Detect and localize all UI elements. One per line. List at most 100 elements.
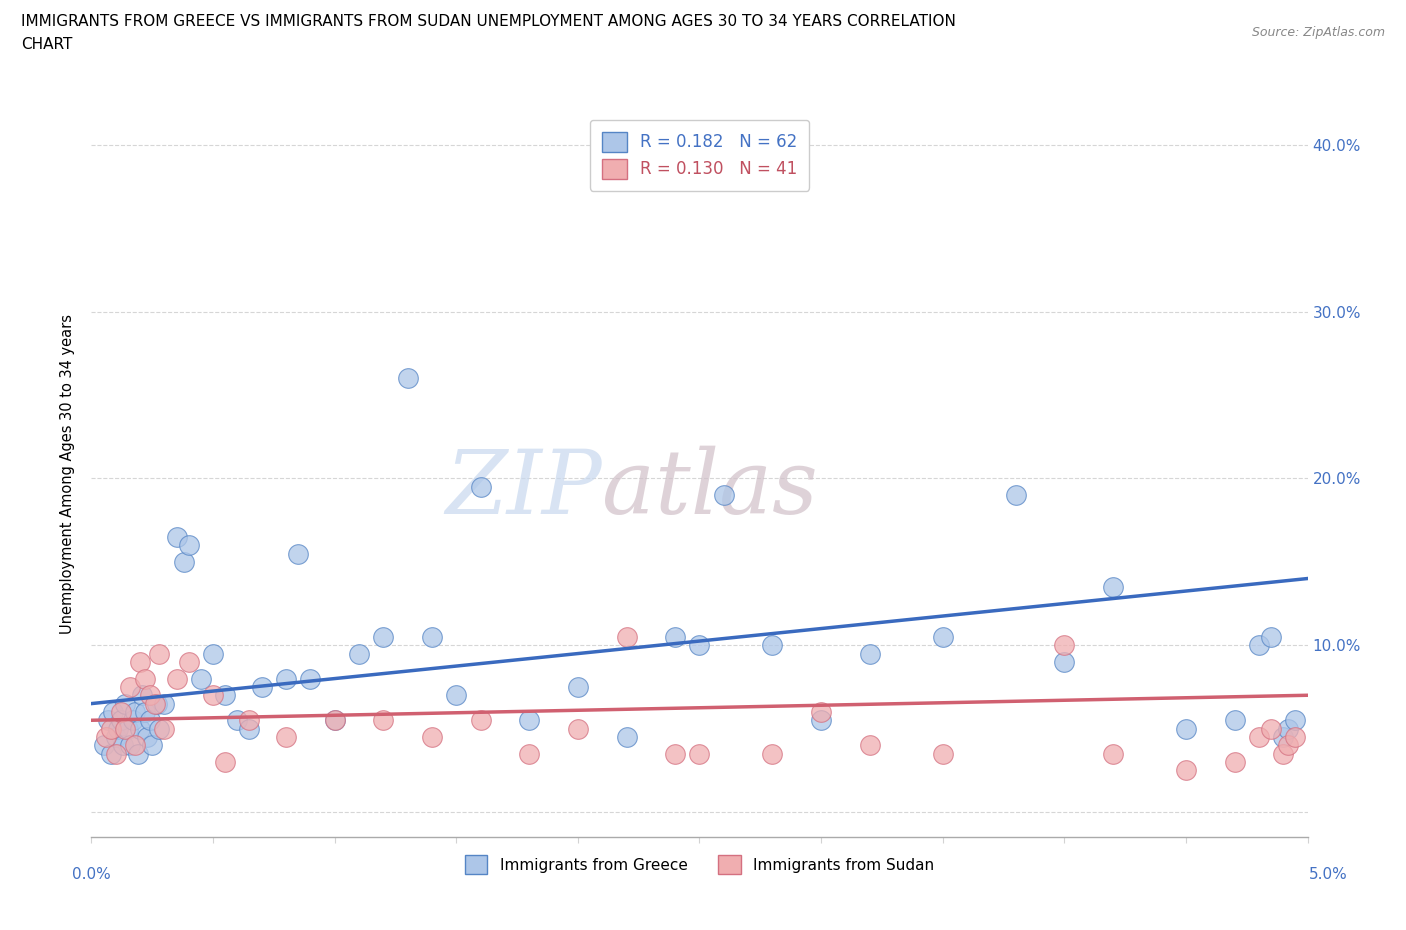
Point [616, 729, 638, 744]
Point [136, 729, 159, 744]
Point [1272, 729, 1295, 744]
Point [93, 737, 115, 752]
Point [274, 671, 297, 686]
Point [111, 737, 134, 752]
Point [104, 729, 127, 744]
Point [688, 638, 710, 653]
Point [238, 712, 260, 727]
Point [1277, 737, 1299, 752]
Point [859, 646, 882, 661]
Point [1260, 630, 1282, 644]
Point [114, 721, 136, 736]
Text: 0.0%: 0.0% [72, 867, 111, 882]
Point [226, 712, 249, 727]
Point [202, 688, 225, 703]
Point [323, 712, 346, 727]
Point [127, 746, 149, 761]
Text: 5.0%: 5.0% [1309, 867, 1348, 882]
Point [761, 638, 783, 653]
Point [1004, 487, 1026, 502]
Point [146, 697, 169, 711]
Point [141, 737, 163, 752]
Point [104, 746, 127, 761]
Point [166, 529, 188, 544]
Point [1277, 721, 1299, 736]
Point [420, 630, 443, 644]
Point [1175, 763, 1198, 777]
Point [1247, 638, 1270, 653]
Point [100, 746, 122, 761]
Point [134, 671, 156, 686]
Point [202, 646, 225, 661]
Point [1102, 579, 1125, 594]
Point [173, 554, 195, 569]
Point [238, 721, 260, 736]
Point [517, 746, 540, 761]
Point [444, 688, 467, 703]
Point [1247, 729, 1270, 744]
Point [250, 680, 273, 695]
Point [287, 546, 309, 561]
Point [148, 646, 170, 661]
Point [688, 746, 710, 761]
Point [347, 646, 370, 661]
Point [396, 371, 419, 386]
Point [761, 746, 783, 761]
Point [616, 630, 638, 644]
Point [134, 705, 156, 720]
Point [120, 737, 142, 752]
Point [153, 721, 176, 736]
Point [190, 671, 212, 686]
Y-axis label: Unemployment Among Ages 30 to 34 years: Unemployment Among Ages 30 to 34 years [60, 314, 76, 634]
Point [121, 712, 143, 727]
Point [1053, 638, 1076, 653]
Point [117, 721, 139, 736]
Point [567, 721, 589, 736]
Legend: Immigrants from Greece, Immigrants from Sudan: Immigrants from Greece, Immigrants from … [458, 849, 941, 880]
Point [120, 680, 142, 695]
Point [859, 737, 882, 752]
Point [664, 746, 686, 761]
Point [129, 721, 152, 736]
Point [664, 630, 686, 644]
Point [124, 737, 146, 752]
Point [274, 729, 297, 744]
Point [166, 671, 188, 686]
Point [139, 688, 162, 703]
Point [931, 630, 953, 644]
Point [931, 746, 953, 761]
Point [1284, 712, 1306, 727]
Point [110, 705, 132, 720]
Point [94, 729, 117, 744]
Point [107, 721, 129, 736]
Point [373, 712, 395, 727]
Point [214, 754, 236, 769]
Point [1102, 746, 1125, 761]
Point [114, 697, 136, 711]
Point [177, 538, 200, 552]
Point [124, 705, 146, 720]
Point [110, 712, 132, 727]
Point [97, 712, 120, 727]
Point [214, 688, 236, 703]
Text: IMMIGRANTS FROM GREECE VS IMMIGRANTS FROM SUDAN UNEMPLOYMENT AMONG AGES 30 TO 34: IMMIGRANTS FROM GREECE VS IMMIGRANTS FRO… [21, 14, 956, 29]
Point [517, 712, 540, 727]
Text: Source: ZipAtlas.com: Source: ZipAtlas.com [1251, 26, 1385, 39]
Point [177, 655, 200, 670]
Text: ZIP: ZIP [446, 445, 602, 532]
Point [1175, 721, 1198, 736]
Point [1053, 655, 1076, 670]
Point [129, 655, 152, 670]
Point [1260, 721, 1282, 736]
Point [1223, 754, 1246, 769]
Point [470, 712, 492, 727]
Point [713, 487, 735, 502]
Point [420, 729, 443, 744]
Point [153, 697, 176, 711]
Point [810, 705, 832, 720]
Point [148, 721, 170, 736]
Point [373, 630, 395, 644]
Text: CHART: CHART [21, 37, 73, 52]
Point [100, 721, 122, 736]
Point [1272, 746, 1295, 761]
